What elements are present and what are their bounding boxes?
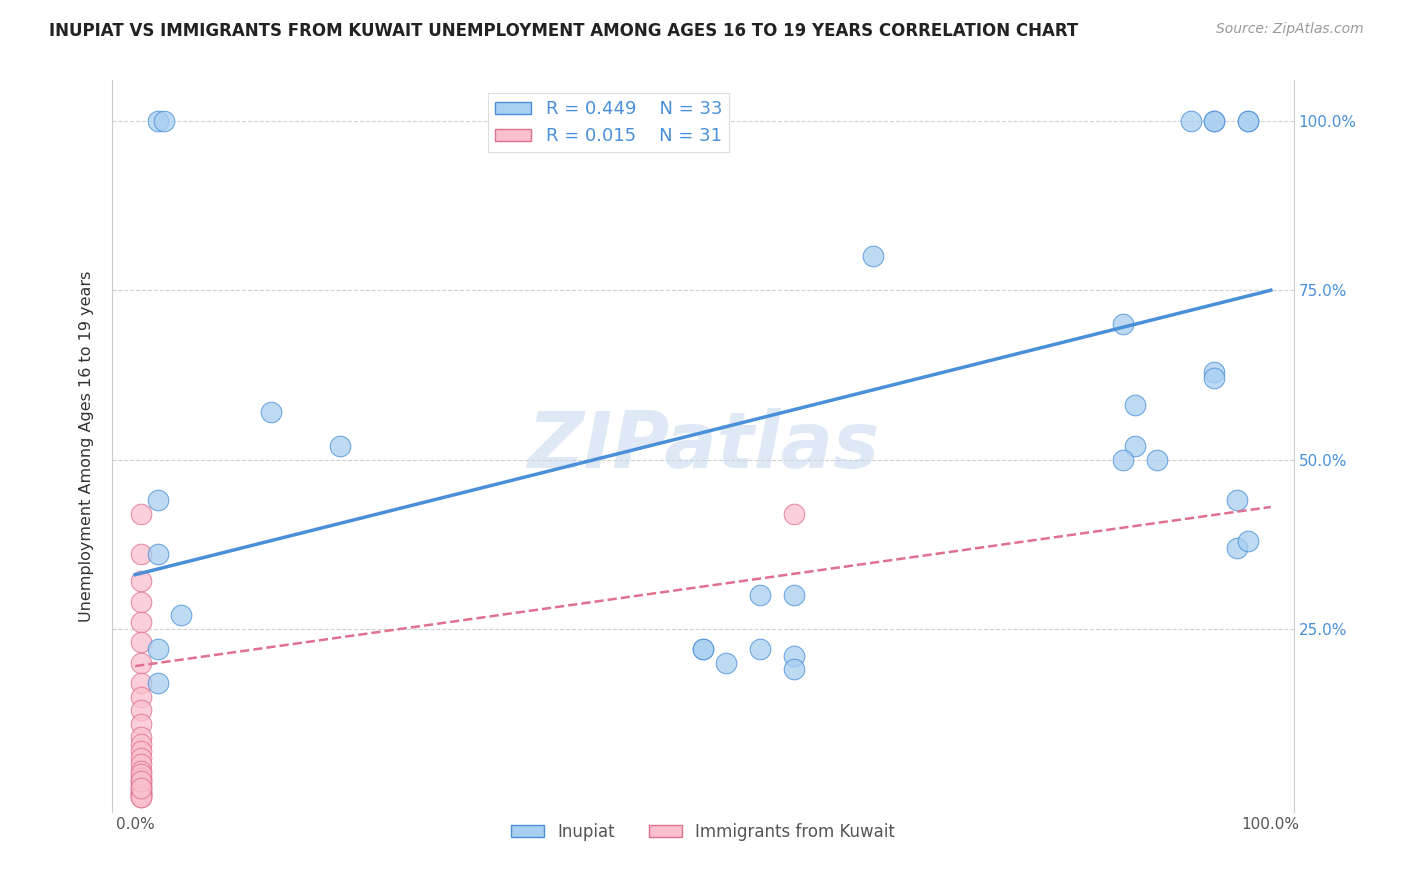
Point [783,648,806,663]
Point [129,757,152,772]
Point [748,642,770,657]
Point [129,767,152,781]
Point [1237,114,1260,128]
Point [146,642,169,657]
Point [783,588,806,602]
Text: INUPIAT VS IMMIGRANTS FROM KUWAIT UNEMPLOYMENT AMONG AGES 16 TO 19 YEARS CORRELA: INUPIAT VS IMMIGRANTS FROM KUWAIT UNEMPL… [49,22,1078,40]
Point [692,642,714,657]
Point [1202,364,1225,378]
Point [783,663,806,677]
Point [129,750,152,764]
Point [146,676,169,690]
Point [260,405,283,419]
Point [129,635,152,649]
Point [783,507,806,521]
Point [129,780,152,795]
Point [1202,114,1225,128]
Point [1112,452,1135,467]
Point [1226,541,1249,555]
Point [129,786,152,800]
Point [329,439,352,453]
Text: Source: ZipAtlas.com: Source: ZipAtlas.com [1216,22,1364,37]
Point [1146,452,1168,467]
Point [129,595,152,609]
Point [129,547,152,561]
Point [1123,439,1146,453]
Y-axis label: Unemployment Among Ages 16 to 19 years: Unemployment Among Ages 16 to 19 years [79,270,94,622]
Point [1237,533,1260,548]
Point [129,716,152,731]
Point [146,493,169,508]
Point [1202,371,1225,385]
Point [129,730,152,744]
Point [129,574,152,589]
Point [129,737,152,751]
Point [129,778,152,792]
Point [152,114,174,128]
Point [146,114,169,128]
Point [129,744,152,758]
Point [129,764,152,778]
Point [1123,398,1146,412]
Point [169,608,191,623]
Legend: Inupiat, Immigrants from Kuwait: Inupiat, Immigrants from Kuwait [505,816,901,847]
Point [129,780,152,795]
Point [862,249,884,263]
Point [1237,114,1260,128]
Point [1180,114,1202,128]
Point [129,787,152,801]
Point [129,774,152,789]
Point [129,690,152,704]
Point [748,588,770,602]
Point [1112,317,1135,331]
Text: ZIPatlas: ZIPatlas [527,408,879,484]
Point [129,676,152,690]
Point [714,656,737,670]
Point [1202,114,1225,128]
Point [129,789,152,803]
Point [692,642,714,657]
Point [129,615,152,629]
Point [129,784,152,798]
Point [129,771,152,785]
Point [129,703,152,717]
Point [129,790,152,805]
Point [129,656,152,670]
Point [1226,493,1249,508]
Point [129,507,152,521]
Point [129,774,152,789]
Point [129,789,152,804]
Point [146,547,169,561]
